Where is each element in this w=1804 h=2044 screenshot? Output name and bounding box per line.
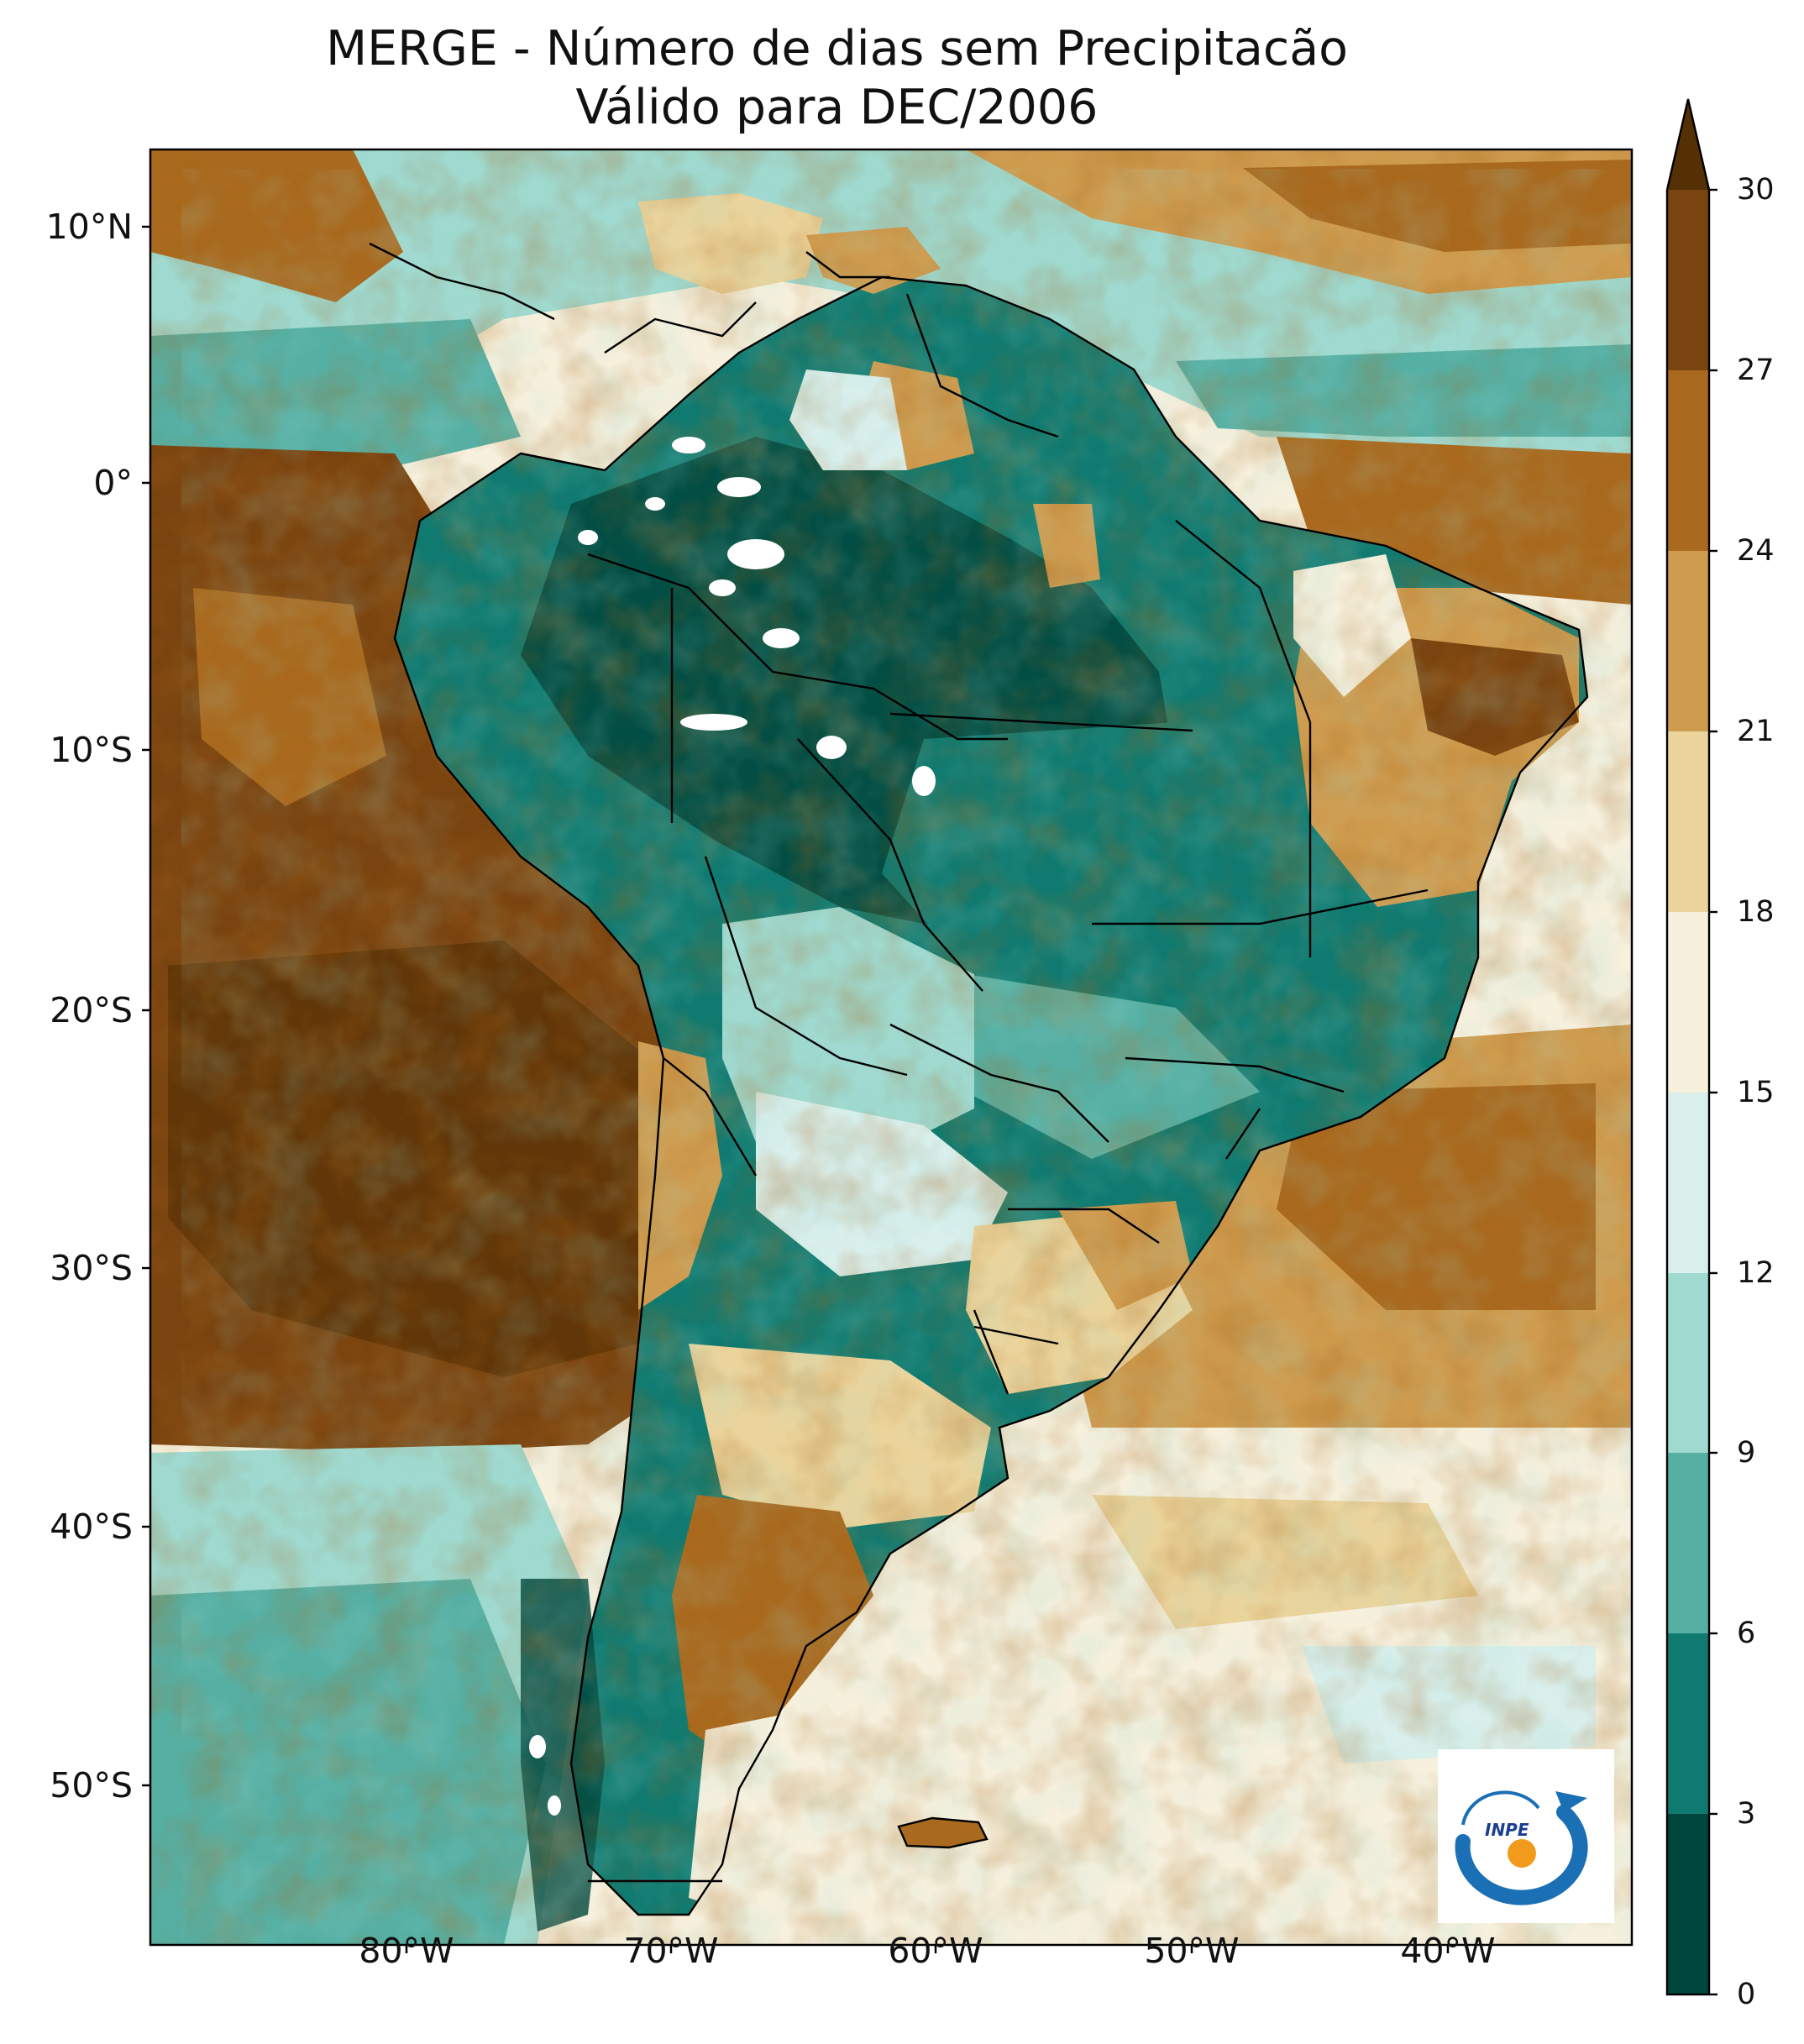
- lat-tick-label: 50°S: [50, 1765, 133, 1806]
- lon-tick-label: 50°W: [1144, 1931, 1240, 1971]
- country-borders: [369, 242, 1589, 1916]
- logo-text: INPE: [1485, 1820, 1529, 1840]
- colorbar-tick-label: 21: [1737, 715, 1775, 748]
- colorbar-extend-arrow: [1667, 99, 1709, 190]
- map-title-line1: MERGE - Número de dias sem Precipitacão: [325, 21, 1349, 76]
- colorbar-segment-18-21: [1667, 731, 1709, 912]
- map-field: [150, 149, 1632, 1945]
- colorbar: [1665, 98, 1717, 1996]
- colorbar-segment-6-9: [1667, 1453, 1709, 1633]
- lon-tick-label: 80°W: [359, 1931, 454, 1971]
- lon-tick-label: 70°W: [623, 1931, 719, 1971]
- lat-tick-label: 10°S: [50, 730, 133, 770]
- colorbar-segment-27-30: [1667, 190, 1709, 370]
- lat-tick-label: 20°S: [50, 990, 133, 1030]
- colorbar-segment-24-27: [1667, 370, 1709, 551]
- colorbar-tick-label: 18: [1737, 895, 1775, 929]
- colorbar-tick-label: 6: [1737, 1617, 1756, 1650]
- colorbar-tick-label: 0: [1737, 1978, 1756, 2011]
- colorbar-segment-3-6: [1667, 1633, 1709, 1814]
- colorbar-segment-15-18: [1667, 912, 1709, 1093]
- inpe-logo: INPE: [1438, 1749, 1614, 1923]
- axis-ticks: [142, 225, 1450, 1953]
- colorbar-tick-label: 30: [1737, 173, 1775, 207]
- colorbar-tick-label: 24: [1737, 534, 1775, 568]
- inpe-logo-icon: [1455, 1790, 1588, 1905]
- lat-tick-label: 0°: [93, 463, 133, 503]
- colorbar-segment-0-3: [1667, 1814, 1709, 1994]
- colorbar-tick-label: 27: [1737, 354, 1775, 387]
- map-frame: [149, 148, 1634, 1947]
- lat-tick-label: 10°N: [45, 207, 133, 247]
- colorbar-segment-21-24: [1667, 551, 1709, 731]
- lat-tick-label: 30°S: [50, 1248, 133, 1288]
- no-data-patches: [529, 437, 936, 1816]
- lat-tick-label: 40°S: [50, 1507, 133, 1547]
- colorbar-tick-label: 15: [1737, 1076, 1775, 1109]
- lon-tick-label: 40°W: [1400, 1931, 1496, 1971]
- colorbar-segment-12-15: [1667, 1093, 1709, 1273]
- lon-tick-label: 60°W: [888, 1931, 983, 1971]
- colorbar-tick-label: 12: [1737, 1256, 1775, 1290]
- colorbar-tick-label: 3: [1737, 1797, 1756, 1831]
- map-title-line2: Válido para DEC/2006: [575, 80, 1099, 135]
- colorbar-segment-9-12: [1667, 1273, 1709, 1453]
- colorbar-tick-label: 9: [1737, 1436, 1756, 1470]
